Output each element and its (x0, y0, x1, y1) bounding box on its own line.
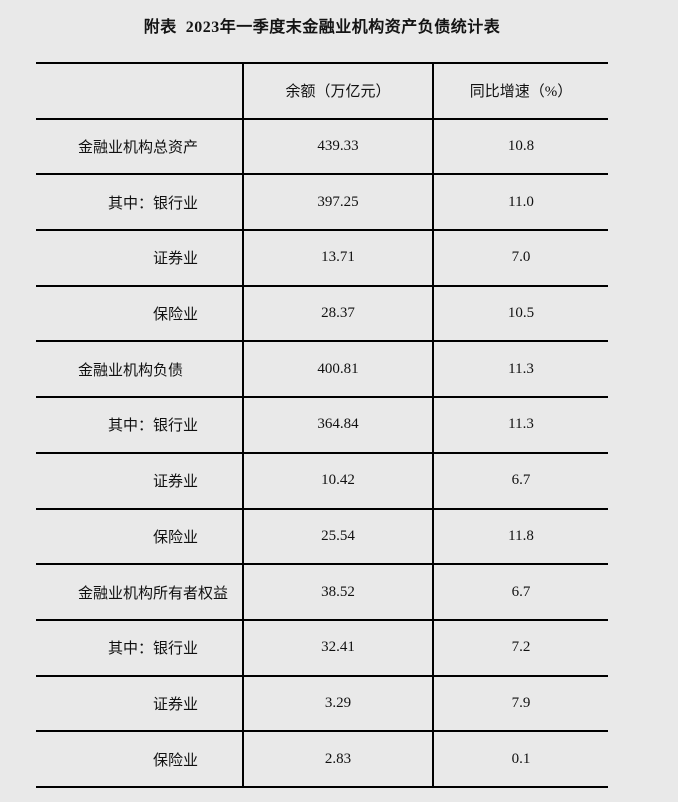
balance-value: 2.83 (242, 730, 433, 788)
table-row: 证券业 3.29 7.9 (36, 674, 608, 732)
growth-value: 11.3 (432, 396, 608, 453)
growth-value: 11.3 (432, 340, 608, 398)
row-label: 证券业 (36, 674, 243, 732)
balance-value: 3.29 (242, 674, 433, 732)
row-label: 其中：银行业 (36, 396, 243, 453)
table-row: 保险业 25.54 11.8 (36, 507, 608, 565)
table-row: 证券业 10.42 6.7 (36, 451, 608, 509)
balance-value: 25.54 (242, 507, 433, 565)
column-header-item (36, 62, 243, 119)
row-label: 其中：银行业 (36, 173, 243, 231)
row-label: 证券业 (36, 451, 243, 509)
growth-value: 7.9 (432, 674, 608, 732)
table-row: 金融业机构负债 400.81 11.3 (36, 340, 608, 398)
table-row: 金融业机构总资产 439.33 10.8 (36, 117, 608, 175)
column-header-growth: 同比增速（%） (432, 62, 608, 119)
row-label: 金融业机构总资产 (36, 117, 243, 175)
balance-value: 32.41 (242, 618, 433, 676)
row-label: 保险业 (36, 284, 243, 342)
row-label: 金融业机构负债 (36, 340, 243, 398)
growth-value: 6.7 (432, 451, 608, 509)
growth-value: 11.8 (432, 507, 608, 565)
table-row: 其中：银行业 397.25 11.0 (36, 173, 608, 231)
table-row: 其中：银行业 364.84 11.3 (36, 396, 608, 453)
row-label: 其中：银行业 (36, 618, 243, 676)
column-header-balance: 余额（万亿元） (242, 62, 433, 119)
table-row: 保险业 28.37 10.5 (36, 284, 608, 342)
balance-value: 364.84 (242, 396, 433, 453)
statistics-table: 余额（万亿元） 同比增速（%） 金融业机构总资产 439.33 10.8 其中：银行… (36, 62, 608, 788)
table-header-row: 余额（万亿元） 同比增速（%） (36, 62, 608, 119)
balance-value: 397.25 (242, 173, 433, 231)
balance-value: 13.71 (242, 229, 433, 286)
growth-value: 0.1 (432, 730, 608, 788)
growth-value: 11.0 (432, 173, 608, 231)
balance-value: 28.37 (242, 284, 433, 342)
page-title: 附表 2023年一季度末金融业机构资产负债统计表 (143, 19, 501, 36)
growth-value: 7.0 (432, 229, 608, 286)
growth-value: 7.2 (432, 618, 608, 676)
growth-value: 10.5 (432, 284, 608, 342)
table-row: 证券业 13.71 7.0 (36, 229, 608, 286)
balance-value: 10.42 (242, 451, 433, 509)
growth-value: 6.7 (432, 563, 608, 620)
row-label: 证券业 (36, 229, 243, 286)
row-label: 保险业 (36, 507, 243, 565)
row-label: 金融业机构所有者权益 (36, 563, 243, 620)
balance-value: 400.81 (242, 340, 433, 398)
table-row: 保险业 2.83 0.1 (36, 730, 608, 788)
row-label: 保险业 (36, 730, 243, 788)
table-row: 金融业机构所有者权益 38.52 6.7 (36, 563, 608, 620)
table-row: 其中：银行业 32.41 7.2 (36, 618, 608, 676)
balance-value: 439.33 (242, 117, 433, 175)
balance-value: 38.52 (242, 563, 433, 620)
growth-value: 10.8 (432, 117, 608, 175)
